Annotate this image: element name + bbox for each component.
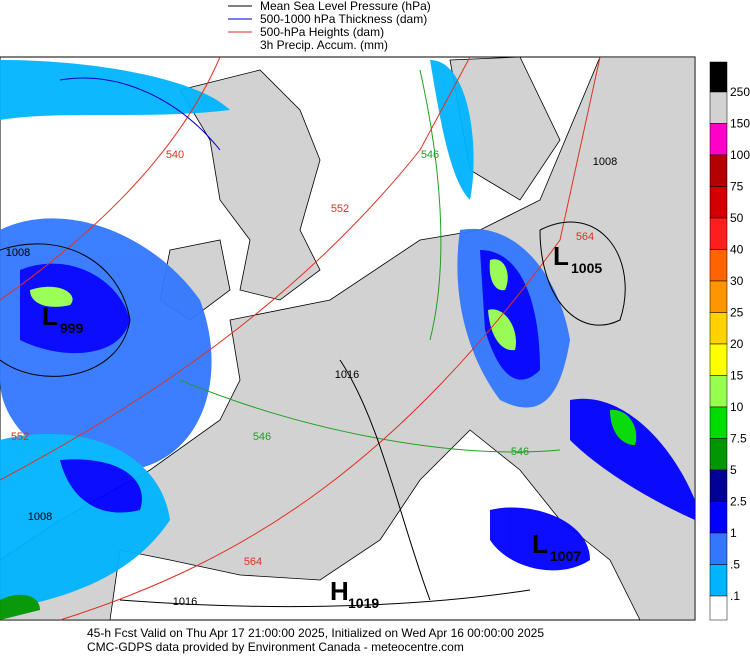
colorbar-label: 100 <box>730 148 750 162</box>
colorbar-label: 50 <box>730 211 744 225</box>
colorbar-cell <box>709 61 728 93</box>
colorbar-label: 15 <box>730 369 744 383</box>
colorbar-label: 1 <box>730 526 737 540</box>
center-value: 999 <box>60 320 84 336</box>
center-letter: H <box>330 576 349 606</box>
center-value: 1007 <box>550 548 581 564</box>
colorbar-cell <box>709 438 728 471</box>
footer-line: CMC-GDPS data provided by Environment Ca… <box>87 640 464 654</box>
colorbar-label: .5 <box>730 558 740 572</box>
contour-label: 540 <box>166 149 184 161</box>
contours <box>0 56 626 621</box>
center-value: 1005 <box>571 260 602 276</box>
contour-label: 546 <box>511 446 529 458</box>
colorbar-label: 5 <box>730 463 737 477</box>
contour-label: 1008 <box>28 511 52 523</box>
contour-label: 1008 <box>6 247 30 259</box>
colorbar-label: 7.5 <box>730 432 747 446</box>
colorbar-label: 250 <box>730 85 750 99</box>
colorbar-cell <box>709 564 728 597</box>
colorbar-cell <box>709 123 728 156</box>
contour-label: 546 <box>253 431 271 443</box>
colorbar-cell <box>709 217 728 250</box>
center-letter: L <box>532 529 548 559</box>
contour-label: 1016 <box>335 369 359 381</box>
contour-label: 564 <box>576 231 594 243</box>
colorbar-label: 40 <box>730 243 744 257</box>
center-letter: L <box>42 301 58 331</box>
colorbar-cell <box>709 532 728 565</box>
colorbar-label: 75 <box>730 180 744 194</box>
colorbar-cell <box>709 406 728 439</box>
britain <box>179 69 321 301</box>
legend-label: 3h Precip. Accum. (mm) <box>260 38 388 52</box>
contour-label: 546 <box>421 149 439 161</box>
precipitation <box>0 60 695 620</box>
colorbar-cell <box>709 375 728 408</box>
legend-label: 500-hPa Heights (dam) <box>260 25 384 39</box>
colorbar-cell <box>709 91 728 124</box>
colorbar-label: 25 <box>730 306 744 320</box>
colorbar-label: 20 <box>730 337 744 351</box>
colorbar-label: 30 <box>730 274 744 288</box>
center-value: 1019 <box>348 595 379 611</box>
legend-label: 500-1000 hPa Thickness (dam) <box>260 12 427 26</box>
colorbar-cell <box>709 312 728 345</box>
contour-label: 552 <box>331 203 349 215</box>
colorbar-label: .1 <box>730 589 740 603</box>
center-letter: L <box>553 241 569 271</box>
colorbar-cell <box>709 280 728 313</box>
colorbar-cell <box>709 249 728 282</box>
contour-label: 552 <box>11 431 29 443</box>
colorbar-cell <box>709 501 728 534</box>
colorbar-cell <box>709 186 728 219</box>
colorbar-label: 10 <box>730 400 744 414</box>
contour-label: 1016 <box>173 596 197 608</box>
colorbar-cell <box>709 154 728 187</box>
contour-label: 1008 <box>593 156 617 168</box>
colorbar-cell <box>709 469 728 502</box>
legend-label: Mean Sea Level Pressure (hPa) <box>260 0 431 13</box>
colorbar-cell <box>709 343 728 376</box>
colorbar-label: 150 <box>730 117 750 131</box>
colorbar-label: 2.5 <box>730 495 747 509</box>
contour-label: 564 <box>244 556 262 568</box>
footer-line: 45-h Fcst Valid on Thu Apr 17 21:00:00 2… <box>87 626 544 640</box>
colorbar-cell <box>709 595 728 621</box>
